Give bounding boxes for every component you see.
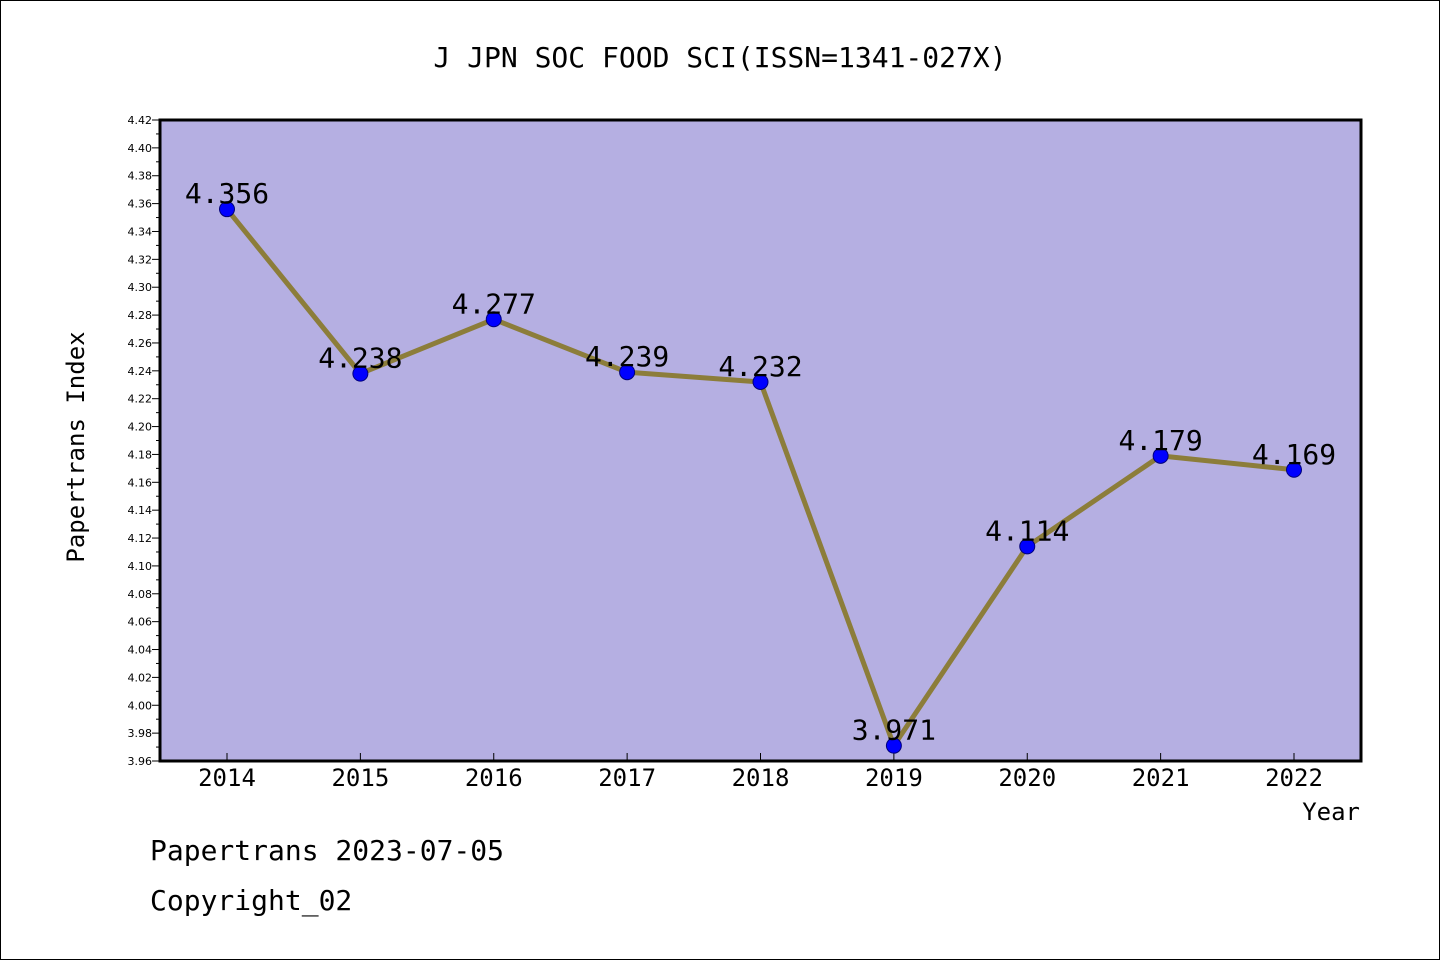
data-point (219, 201, 235, 218)
data-label: 4.114 (985, 514, 1069, 547)
y-tick-label: 4.36 (128, 198, 153, 211)
x-tick-label: 2018 (732, 764, 790, 792)
y-tick-label: 4.20 (128, 421, 153, 434)
data-label: 4.169 (1252, 438, 1336, 471)
x-tick-label: 2020 (998, 764, 1056, 792)
x-tick-label: 2014 (198, 764, 256, 792)
chart-title: J JPN SOC FOOD SCI(ISSN=1341-027X) (433, 41, 1006, 74)
y-tick-label: 4.12 (128, 532, 153, 545)
y-tick-label: 4.28 (128, 309, 153, 322)
y-tick-label: 4.10 (128, 560, 153, 573)
y-tick-label: 4.16 (128, 476, 153, 489)
y-axis-title: Papertrans Index (62, 331, 90, 562)
data-label: 4.239 (585, 340, 669, 373)
data-point (1152, 447, 1169, 464)
y-tick-label: 4.14 (128, 504, 153, 517)
x-axis-title: Year (1302, 798, 1360, 826)
plot-area (158, 118, 1363, 763)
footer-date-text: Papertrans 2023-07-05 (150, 834, 505, 867)
data-label: 4.277 (452, 287, 536, 320)
data-point (1019, 538, 1036, 555)
data-point (352, 365, 369, 382)
y-tick-label: 4.40 (128, 142, 153, 155)
y-tick-label: 4.24 (128, 365, 153, 378)
x-tick-label: 2015 (331, 764, 389, 792)
y-tick-label: 4.38 (128, 170, 153, 183)
y-tick-label: 4.08 (128, 588, 153, 601)
y-tick-label: 4.02 (128, 671, 153, 684)
series-layer: 4.356 4.238 4.277 4.239 4.232 3.971 4.114 4.179… (185, 177, 1336, 754)
y-tick-label: 4.32 (128, 253, 153, 266)
y-tick-label: 4.34 (128, 225, 153, 238)
data-point (885, 737, 902, 754)
y-tick-label: 4.18 (128, 448, 153, 461)
y-tick-label: 4.00 (128, 699, 153, 712)
y-tick-label: 3.98 (128, 727, 153, 740)
y-tick-label: 4.04 (128, 644, 153, 657)
y-tick-label: 4.06 (128, 616, 153, 629)
y-tick-label: 4.42 (128, 114, 153, 127)
x-axis: 2014 2015 2016 2017 2018 2019 2020 2021 2022 (198, 753, 1323, 792)
y-tick-label: 4.30 (128, 281, 153, 294)
x-tick-label: 2022 (1265, 764, 1323, 792)
y-tick-label: 4.22 (128, 393, 153, 406)
data-label: 3.971 (852, 714, 936, 747)
data-label: 4.238 (318, 342, 402, 375)
data-point (619, 364, 636, 381)
y-tick-label: 3.96 (128, 755, 153, 768)
footer-copyright-text: Copyright_02 (150, 884, 353, 917)
x-tick-label: 2021 (1132, 764, 1190, 792)
x-tick-label: 2017 (598, 764, 656, 792)
data-point (485, 311, 502, 328)
y-axis: 3.96 3.98 4.00 4.02 4.04 4.06 4.08 4.10 4.12 4.14… (128, 114, 160, 768)
data-point (1286, 461, 1302, 478)
x-tick-label: 2016 (465, 764, 523, 792)
data-point (752, 373, 769, 390)
data-label: 4.356 (185, 177, 269, 210)
data-label: 4.232 (718, 350, 802, 383)
y-tick-label: 4.26 (128, 337, 153, 350)
x-tick-label: 2019 (865, 764, 923, 792)
data-label: 4.179 (1118, 424, 1202, 457)
